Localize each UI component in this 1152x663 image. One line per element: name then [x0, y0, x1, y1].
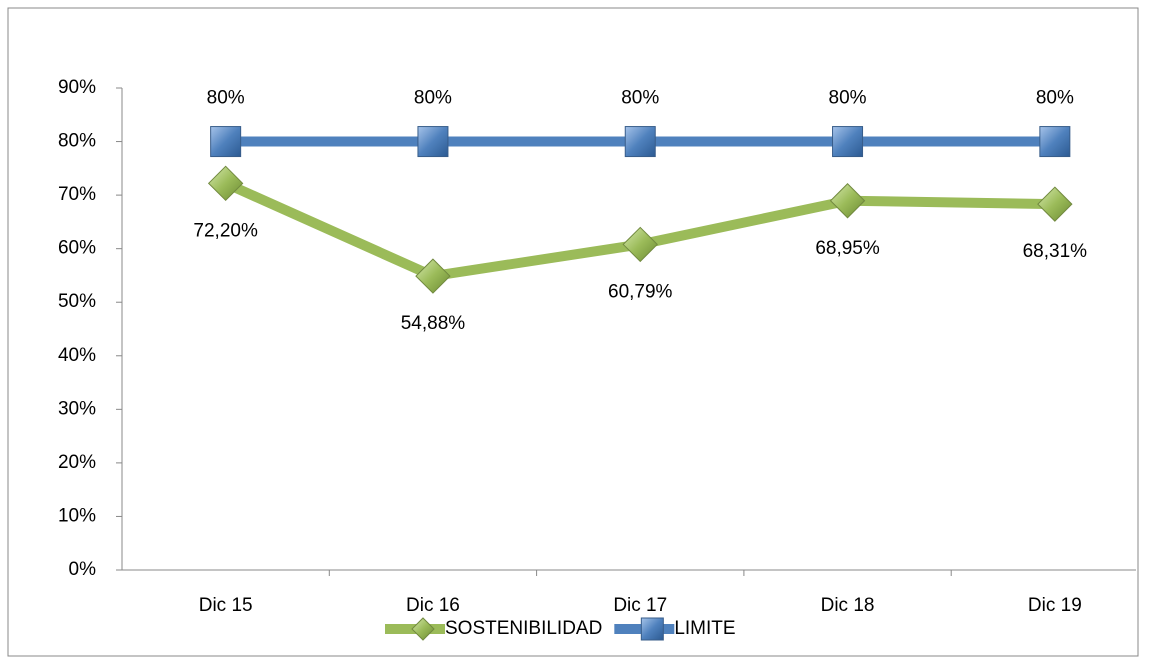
x-tick-label: Dic 15: [199, 595, 253, 616]
data-label: 72,20%: [193, 220, 258, 241]
data-label: 80%: [414, 88, 452, 109]
data-point: [1039, 126, 1071, 158]
y-tick-label: 0%: [69, 559, 97, 580]
x-tick-label: Dic 16: [406, 595, 460, 616]
x-tick-label: Dic 18: [821, 595, 875, 616]
y-tick-label: 90%: [58, 77, 96, 98]
data-label: 68,31%: [1023, 241, 1088, 262]
legend-marker: [640, 617, 664, 641]
data-point: [1037, 186, 1073, 222]
data-point: [210, 126, 242, 158]
legend-marker: [411, 617, 435, 641]
data-point: [624, 126, 656, 158]
data-point: [829, 183, 866, 219]
y-tick-label: 80%: [58, 131, 96, 152]
y-tick-label: 20%: [58, 452, 96, 473]
data-label: 80%: [829, 88, 867, 109]
legend-label: LIMITE: [674, 618, 735, 639]
data-point: [415, 258, 451, 294]
data-point: [622, 226, 658, 263]
y-tick-label: 30%: [58, 398, 96, 419]
x-tick-label: Dic 17: [613, 595, 667, 616]
data-point: [832, 126, 864, 158]
y-tick-label: 10%: [58, 505, 96, 526]
data-point: [417, 126, 449, 158]
legend-label: SOSTENIBILIDAD: [445, 618, 602, 639]
x-tick-label: Dic 19: [1028, 595, 1082, 616]
y-tick-label: 70%: [58, 184, 96, 205]
data-label: 80%: [1036, 88, 1074, 109]
y-tick-label: 40%: [58, 345, 96, 366]
data-label: 80%: [207, 88, 245, 109]
data-point: [207, 165, 244, 202]
y-tick-label: 50%: [58, 291, 96, 312]
data-label: 60,79%: [608, 281, 673, 302]
data-label: 80%: [621, 88, 659, 109]
chart-border: [7, 7, 1139, 657]
data-label: 54,88%: [401, 313, 466, 334]
data-label: 68,95%: [815, 238, 880, 259]
y-tick-label: 60%: [58, 238, 96, 259]
